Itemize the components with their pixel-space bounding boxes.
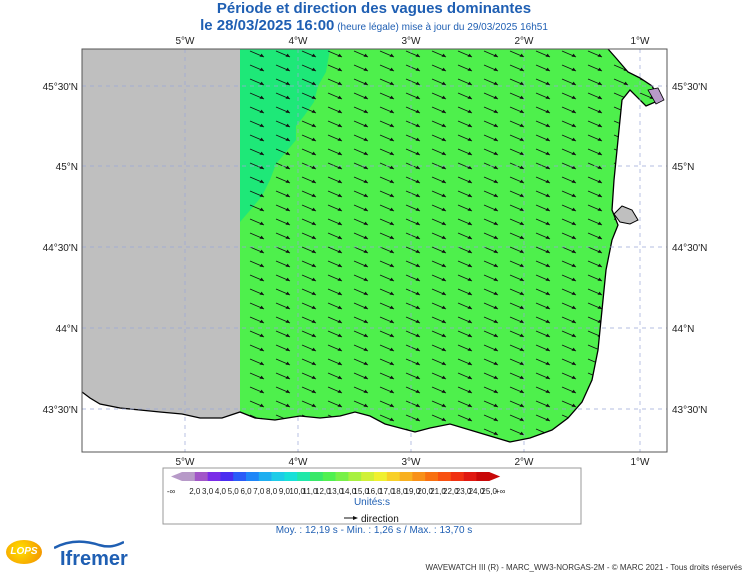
lat-label-right: 45°N: [672, 162, 694, 173]
colorbar-swatch: [284, 472, 298, 481]
colorbar-tick-label: 4,0: [215, 487, 227, 496]
colorbar-swatch: [194, 472, 208, 481]
lat-label-right: 45°30'N: [672, 82, 707, 93]
lat-label-left: 45°N: [56, 162, 78, 173]
colorbar-tick-label: 3,0: [202, 487, 214, 496]
map-subtitle: le 28/03/2025 16:00 (heure légale) mise …: [0, 17, 748, 37]
direction-sample-arrowhead: [353, 516, 358, 520]
lon-label-bottom: 3°W: [402, 457, 422, 468]
lon-label-bottom: 1°W: [631, 457, 651, 468]
ifremer-wave-icon: [54, 540, 124, 550]
colorbar-swatch: [297, 472, 311, 481]
colorbar-tick-label: 16,0: [366, 487, 382, 496]
colorbar-tick-label: 25,0: [481, 487, 497, 496]
colorbar-tick-label: 11,0: [303, 487, 319, 496]
nodata-area: [82, 49, 240, 418]
colorbar-tick-label: 21,0: [430, 487, 446, 496]
gironde-estuary: [647, 87, 665, 105]
lat-label-left: 44°30'N: [43, 243, 78, 254]
colorbar-tick-label: 9,0: [279, 487, 291, 496]
colorbar-tick-label: 7,0: [253, 487, 265, 496]
colorbar-tick-label: 12,0: [315, 487, 331, 496]
colorbar-swatch: [399, 472, 413, 481]
lon-label-bottom: 4°W: [289, 457, 309, 468]
colorbar-tick-label: 18,0: [392, 487, 408, 496]
colorbar-tick-label: 15,0: [353, 487, 369, 496]
colorbar: [171, 472, 501, 481]
map-border: [81, 48, 668, 453]
colorbar-swatch: [258, 472, 272, 481]
colorbar-swatch: [476, 472, 490, 481]
lon-label-bottom: 5°W: [176, 457, 196, 468]
footer-credit: WAVEWATCH III (R) - MARC_WW3-NORGAS-2M -…: [425, 563, 742, 572]
colorbar-tick-label: -∞: [167, 487, 176, 496]
colorbar-labels: -∞ 2,0 3,0 4,0 5,0 6,0 7,0 8,0 9,0 10,011,012,013…: [167, 487, 506, 496]
colorbar-swatch: [220, 472, 234, 481]
colorbar-tick-label: 24,0: [469, 487, 485, 496]
colorbar-swatch: [425, 472, 439, 481]
colorbar-tick-label: 2,0: [189, 487, 201, 496]
colorbar-tip-high: [489, 472, 501, 481]
colorbar-tick-label: 22,0: [443, 487, 459, 496]
stats-line: Moy. : 12,19 s - Min. : 1,26 s / Max. : …: [275, 525, 473, 536]
colorbar-swatch: [207, 472, 221, 481]
units-label: Unités:s: [353, 497, 391, 508]
lat-label-right: 44°30'N: [672, 243, 707, 254]
colorbar-swatch: [182, 472, 196, 481]
colorbar-swatch: [322, 472, 336, 481]
lops-logo: LOPS: [6, 540, 42, 564]
map-date: le 28/03/2025 16:00: [200, 17, 335, 34]
colorbar-swatch: [271, 472, 285, 481]
colorbar-swatch: [310, 472, 324, 481]
colorbar-tick-label: 17,0: [379, 487, 395, 496]
direction-arrows: [240, 49, 660, 442]
lat-label-left: 43°30'N: [43, 405, 78, 416]
lon-label-bottom: 2°W: [515, 457, 535, 468]
colorbar-tick-label: 19,0: [405, 487, 421, 496]
colorbar-tick-label: 13,0: [328, 487, 344, 496]
colorbar-tick-label: 20,0: [417, 487, 433, 496]
colorbar-tick-label: 10,0: [289, 487, 305, 496]
colorbar-tip-low: [171, 472, 182, 481]
colorbar-swatch: [335, 472, 349, 481]
colorbar-swatch: [374, 472, 388, 481]
colorbar-swatch: [348, 472, 362, 481]
lat-label-right: 43°30'N: [672, 405, 707, 416]
arcachon-basin: [613, 205, 639, 225]
colorbar-swatch: [463, 472, 477, 481]
lon-label-top: 5°W: [176, 36, 196, 47]
lat-label-left: 45°30'N: [43, 82, 78, 93]
colorbar-swatch: [246, 472, 260, 481]
colorbar-swatch: [386, 472, 400, 481]
colorbar-tick-label: 14,0: [341, 487, 357, 496]
lon-label-top: 3°W: [402, 36, 422, 47]
lat-label-left: 44°N: [56, 324, 78, 335]
colorbar-tick-label: 5,0: [228, 487, 240, 496]
colorbar-tick-label: 6,0: [240, 487, 252, 496]
colorbar-swatch: [412, 472, 426, 481]
map-title: Période et direction des vagues dominant…: [216, 0, 532, 17]
lon-label-top: 4°W: [289, 36, 309, 47]
lat-label-right: 44°N: [672, 324, 694, 335]
colorbar-tick-label: 23,0: [456, 487, 472, 496]
coastline: [82, 49, 661, 443]
ifremer-logo: Ifremer: [60, 548, 128, 570]
map-update-note: (heure légale) mise à jour du 29/03/2025…: [337, 22, 548, 33]
graticule: [82, 49, 667, 452]
lon-label-top: 1°W: [631, 36, 651, 47]
colorbar-swatch: [438, 472, 452, 481]
colorbar-tick-label: 8,0: [266, 487, 278, 496]
direction-label: direction: [361, 514, 399, 525]
colorbar-swatch: [233, 472, 247, 481]
colorbar-swatch: [450, 472, 464, 481]
lon-label-top: 2°W: [515, 36, 535, 47]
colorbar-tick-label: +∞: [495, 487, 506, 496]
colorbar-swatch: [361, 472, 375, 481]
